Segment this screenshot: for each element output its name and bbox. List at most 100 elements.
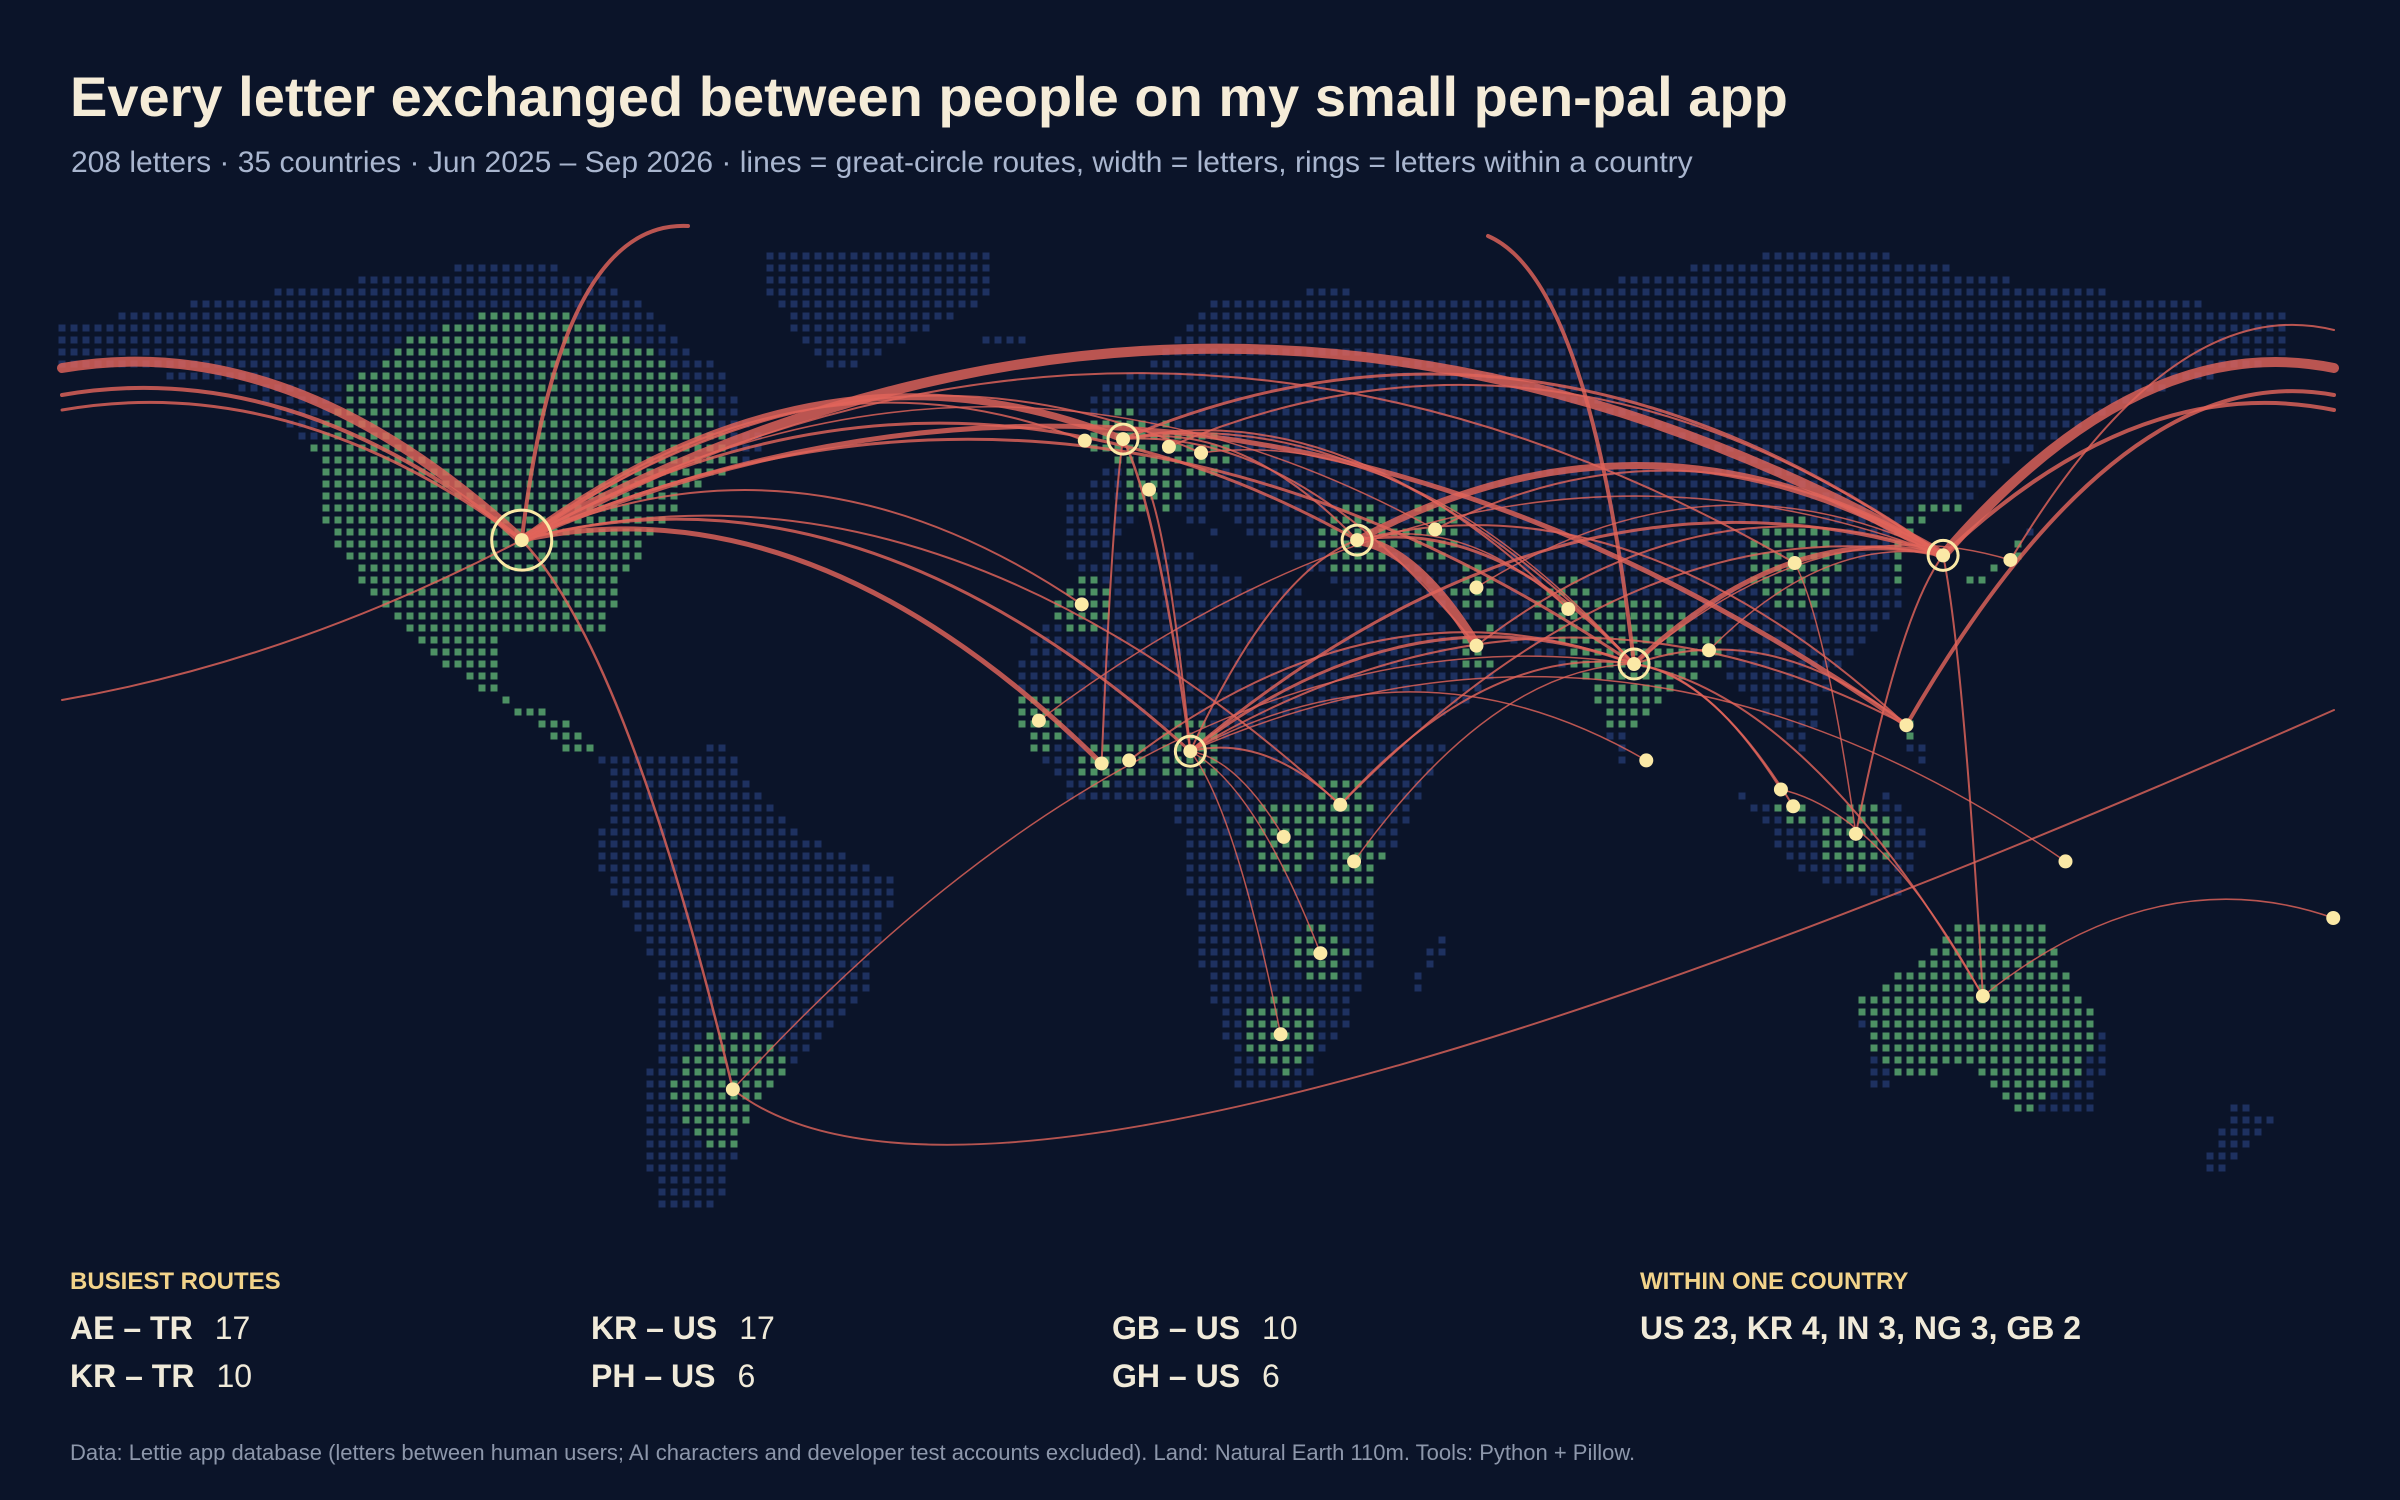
land-dot [454, 336, 462, 344]
land-dot [574, 564, 582, 572]
land-dot [1810, 420, 1818, 428]
land-dot [1270, 948, 1278, 956]
land-dot [1606, 480, 1614, 488]
land-dot [1678, 600, 1686, 608]
land-dot [730, 408, 738, 416]
land-dot [1546, 504, 1554, 512]
land-dot [1390, 348, 1398, 356]
land-dot [502, 360, 510, 368]
land-dot [1714, 456, 1722, 464]
land-dot [1822, 504, 1830, 512]
land-dot [1366, 336, 1374, 344]
land-dot [646, 420, 654, 428]
land-dot [1810, 600, 1818, 608]
land-dot [1426, 648, 1434, 656]
land-dot [1330, 972, 1338, 980]
land-dot [214, 372, 222, 380]
land-dot [1798, 360, 1806, 368]
land-dot [1942, 504, 1950, 512]
land-dot [1186, 516, 1194, 524]
land-dot [1906, 420, 1914, 428]
land-dot [1378, 312, 1386, 320]
land-dot [1114, 396, 1122, 404]
land-dot [586, 480, 594, 488]
land-dot [1258, 912, 1266, 920]
land-dot [2014, 972, 2022, 980]
land-dot [562, 420, 570, 428]
land-dot [1078, 732, 1086, 740]
land-dot [1222, 804, 1230, 812]
land-dot [1654, 324, 1662, 332]
land-dot [1174, 768, 1182, 776]
land-dot [1834, 840, 1842, 848]
land-dot [1630, 456, 1638, 464]
land-dot [778, 912, 786, 920]
land-dot [394, 336, 402, 344]
land-dot [1210, 660, 1218, 668]
land-dot [1654, 444, 1662, 452]
land-dot [502, 336, 510, 344]
land-dot [1906, 744, 1914, 752]
land-dot [1438, 432, 1446, 440]
land-dot [2050, 960, 2058, 968]
land-dot [1102, 480, 1110, 488]
land-dot [1966, 996, 1974, 1004]
land-dot [1414, 384, 1422, 392]
land-dot [1870, 360, 1878, 368]
land-dot [1810, 564, 1818, 572]
land-dot [1390, 660, 1398, 668]
land-dot [1354, 696, 1362, 704]
land-dot [1090, 600, 1098, 608]
land-dot [694, 924, 702, 932]
land-dot [1258, 720, 1266, 728]
land-dot [1618, 696, 1626, 704]
land-dot [1786, 408, 1794, 416]
land-dot [1942, 1008, 1950, 1016]
land-dot [1894, 444, 1902, 452]
land-dot [1114, 636, 1122, 644]
land-dot [406, 480, 414, 488]
land-dot [514, 564, 522, 572]
land-dot [466, 288, 474, 296]
land-dot [682, 912, 690, 920]
land-dot [1618, 276, 1626, 284]
land-dot [1318, 312, 1326, 320]
land-dot [1702, 456, 1710, 464]
land-dot [502, 408, 510, 416]
land-dot [1642, 612, 1650, 620]
land-dot [526, 504, 534, 512]
land-dot [2038, 432, 2046, 440]
land-dot [358, 384, 366, 392]
land-dot [1342, 648, 1350, 656]
land-dot [1666, 516, 1674, 524]
land-dot [1930, 480, 1938, 488]
land-dot [1234, 732, 1242, 740]
land-dot [1894, 984, 1902, 992]
land-dot [1354, 888, 1362, 896]
land-dot [1090, 780, 1098, 788]
land-dot [1162, 708, 1170, 716]
land-dot [1402, 300, 1410, 308]
land-dot [490, 300, 498, 308]
land-dot [1306, 372, 1314, 380]
land-dot [1978, 468, 1986, 476]
land-dot [1282, 696, 1290, 704]
land-dot [550, 384, 558, 392]
land-dot [130, 324, 138, 332]
land-dot [466, 312, 474, 320]
land-dot [1258, 816, 1266, 824]
land-dot [1762, 816, 1770, 824]
land-dot [634, 804, 642, 812]
land-dot [1138, 576, 1146, 584]
land-dot [1522, 456, 1530, 464]
land-dot [1930, 960, 1938, 968]
land-dot [1786, 444, 1794, 452]
land-dot [550, 600, 558, 608]
land-dot [1174, 552, 1182, 560]
land-dot [1978, 924, 1986, 932]
land-dot [1918, 960, 1926, 968]
land-dot [394, 504, 402, 512]
land-dot [1198, 516, 1206, 524]
land-dot [730, 768, 738, 776]
land-dot [526, 408, 534, 416]
